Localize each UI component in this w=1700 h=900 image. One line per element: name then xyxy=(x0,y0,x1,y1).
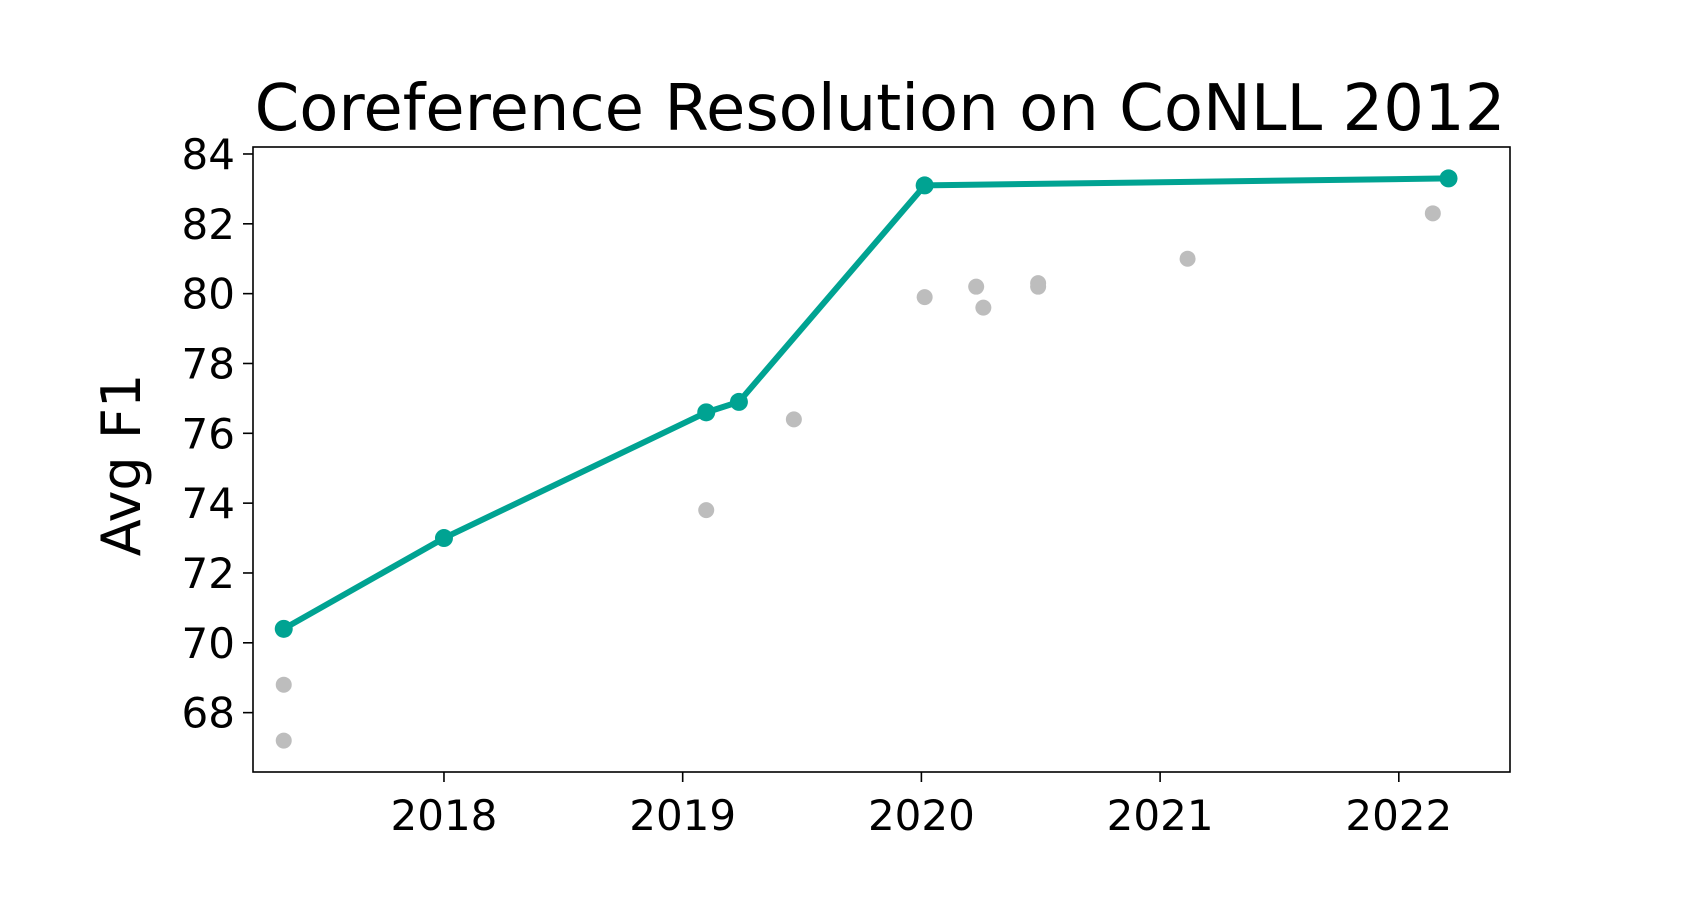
x-tick-label: 2021 xyxy=(1107,791,1214,840)
other-point xyxy=(1424,205,1441,222)
other-point xyxy=(785,411,802,428)
x-tick-label: 2018 xyxy=(391,791,498,840)
other-point xyxy=(916,289,933,306)
other-point xyxy=(275,676,292,693)
plot-frame xyxy=(252,146,1511,773)
x-tick-label: 2022 xyxy=(1345,791,1452,840)
y-tick-label: 80 xyxy=(182,270,235,319)
x-tick-label: 2019 xyxy=(629,791,736,840)
other-results xyxy=(275,205,1441,749)
other-point xyxy=(968,278,985,295)
other-point xyxy=(1179,250,1196,267)
y-tick-label: 68 xyxy=(182,689,235,738)
sota-point xyxy=(915,176,934,195)
sota-point xyxy=(274,619,293,638)
sota-line xyxy=(282,175,1449,632)
sota-point xyxy=(697,403,716,422)
other-point xyxy=(975,299,992,316)
x-tick-label: 2020 xyxy=(868,791,975,840)
y-tick-label: 78 xyxy=(182,339,235,388)
y-tick-label: 70 xyxy=(182,619,235,668)
y-axis: 68 70 72 74 76 78 80 82 84 xyxy=(182,130,253,738)
y-tick-label: 72 xyxy=(182,549,235,598)
y-tick-label: 82 xyxy=(182,200,235,249)
y-axis-label: Avg F1 xyxy=(90,374,153,557)
other-point xyxy=(275,732,292,749)
other-point xyxy=(698,502,715,519)
y-tick-label: 74 xyxy=(182,479,235,528)
other-point xyxy=(1030,278,1047,295)
y-tick-label: 84 xyxy=(182,130,235,179)
sota-point xyxy=(1439,169,1458,188)
x-axis: 2018 2019 2020 2021 2022 xyxy=(391,772,1452,840)
y-tick-label: 76 xyxy=(182,409,235,458)
sota-series xyxy=(274,169,1458,638)
sota-point xyxy=(434,529,453,548)
sota-point xyxy=(729,392,748,411)
chart-title: Coreference Resolution on CoNLL 2012 xyxy=(255,72,1506,146)
